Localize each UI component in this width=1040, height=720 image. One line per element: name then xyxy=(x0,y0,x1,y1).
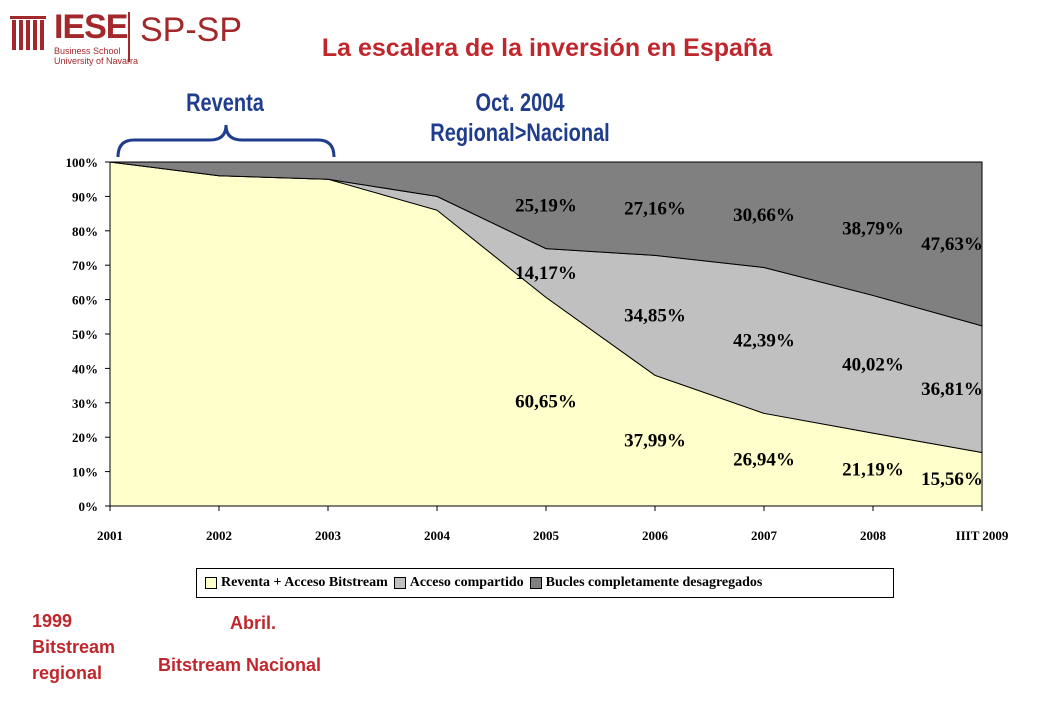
data-label: 25,19% xyxy=(515,195,577,216)
page-title: La escalera de la inversión en España xyxy=(321,34,773,62)
legend-swatch-reventa xyxy=(205,577,217,589)
legend-label-bucles: Bucles completamente desagregados xyxy=(545,575,763,590)
x-tick-label: 2002 xyxy=(206,528,232,543)
iese-logo: IESE Business School University of Navar… xyxy=(10,8,250,68)
data-label: 36,81% xyxy=(921,379,983,400)
annotation-oct-2004: Oct. 2004 Regional>Nacional xyxy=(408,88,632,148)
data-label: 14,17% xyxy=(515,263,577,284)
y-tick-label: 100% xyxy=(66,155,99,170)
x-tick-label: 2001 xyxy=(97,528,123,543)
data-label: 38,79% xyxy=(842,219,904,240)
legend-swatch-bucles xyxy=(529,577,542,589)
x-tick-label: 2006 xyxy=(642,528,669,543)
logo-line1: Business School xyxy=(54,46,121,56)
data-label: 26,94% xyxy=(733,450,795,471)
x-tick-label: 2005 xyxy=(533,528,560,543)
y-tick-label: 60% xyxy=(72,293,98,308)
data-label: 40,02% xyxy=(842,354,904,375)
data-label: 60,65% xyxy=(515,392,577,413)
x-tick-label: IIIT 2009 xyxy=(956,528,1009,543)
logo-brand: IESE xyxy=(54,8,128,46)
y-tick-label: 20% xyxy=(72,430,98,445)
data-label: 42,39% xyxy=(733,330,795,351)
logo-partner: SP-SP xyxy=(140,11,243,49)
y-tick-label: 40% xyxy=(72,361,98,376)
annotation-reventa: Reventa xyxy=(186,89,264,117)
legend-item-reventa: Reventa + Acceso Bitstream xyxy=(205,575,388,591)
x-tick-label: 2003 xyxy=(315,528,342,543)
legend-swatch-compartido xyxy=(393,577,406,589)
x-tick-label: 2007 xyxy=(751,528,778,543)
note-abril: Abril. xyxy=(230,613,277,633)
annotation-oct-line1: Oct. 2004 xyxy=(475,89,565,117)
logo-line2: University of Navarra xyxy=(54,56,139,66)
legend-label-compartido: Acceso compartido xyxy=(409,575,524,590)
data-label: 27,16% xyxy=(624,199,686,220)
x-tick-label: 2008 xyxy=(860,528,887,543)
x-tick-label: 2004 xyxy=(424,528,451,543)
y-tick-label: 10% xyxy=(72,465,98,480)
data-label: 37,99% xyxy=(624,431,686,452)
iese-emblem-icon xyxy=(10,16,46,50)
data-label: 47,63% xyxy=(921,234,983,255)
legend-label-reventa: Reventa + Acceso Bitstream xyxy=(221,575,388,590)
y-tick-label: 90% xyxy=(72,189,98,204)
note-1999-line3: regional xyxy=(32,663,103,683)
reventa-brace xyxy=(116,124,336,158)
y-tick-label: 30% xyxy=(72,396,98,411)
note-bitstream-nacional: Bitstream Nacional xyxy=(158,655,322,675)
area-series-2 xyxy=(109,161,983,327)
annotation-oct-line2: Regional>Nacional xyxy=(430,119,610,147)
y-tick-label: 70% xyxy=(72,258,98,273)
data-label: 15,56% xyxy=(921,469,983,490)
data-label: 30,66% xyxy=(733,205,795,226)
data-label: 21,19% xyxy=(842,460,904,481)
data-label: 34,85% xyxy=(624,305,686,326)
legend-item-compartido: Acceso compartido xyxy=(393,575,524,591)
y-tick-label: 0% xyxy=(79,499,99,514)
y-tick-label: 50% xyxy=(72,327,98,342)
logo-separator xyxy=(128,12,130,62)
note-1999: 1999 Bitstream regional xyxy=(32,608,115,686)
chart-legend: Reventa + Acceso Bitstream Acceso compar… xyxy=(196,568,894,598)
legend-item-bucles: Bucles completamente desagregados xyxy=(529,575,763,591)
note-1999-line2: Bitstream xyxy=(32,637,116,657)
note-1999-line1: 1999 xyxy=(32,611,73,631)
y-tick-label: 80% xyxy=(72,224,98,239)
